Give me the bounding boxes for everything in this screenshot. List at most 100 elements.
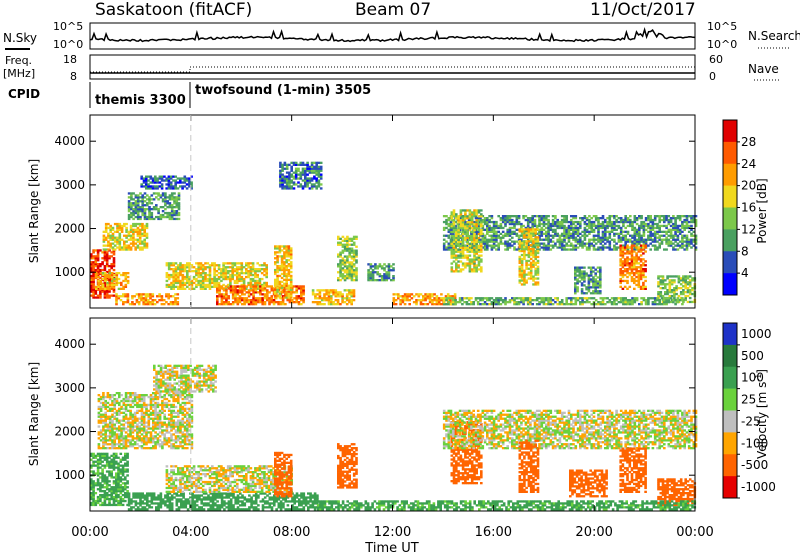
power-cell <box>669 228 673 231</box>
power-cell <box>174 297 177 300</box>
power-cell <box>565 248 568 251</box>
power-cell <box>468 258 472 261</box>
power-cell <box>549 297 553 300</box>
power-cell <box>449 232 453 235</box>
power-cell <box>350 271 354 274</box>
power-cell <box>316 297 319 300</box>
power-cell <box>179 262 182 265</box>
power-cell <box>457 254 460 257</box>
power-cell <box>140 183 143 186</box>
power-cell <box>520 240 523 243</box>
power-cell <box>111 248 115 251</box>
power-cell <box>480 270 483 273</box>
power-cell <box>137 297 141 300</box>
power-cell <box>144 303 148 306</box>
power-cell <box>626 299 630 302</box>
power-cell <box>168 206 172 209</box>
power-cell <box>517 238 521 241</box>
power-cell <box>289 265 293 268</box>
power-cell <box>127 234 131 237</box>
power-cell <box>458 215 462 218</box>
power-cell <box>234 289 237 292</box>
power-cell <box>599 242 603 245</box>
power-cell <box>281 299 285 302</box>
power-cell <box>621 250 625 253</box>
power-cell <box>488 234 491 237</box>
power-cell <box>657 294 660 298</box>
power-cell <box>621 279 625 283</box>
power-cell <box>520 230 524 233</box>
power-cell <box>435 303 439 306</box>
power-cell <box>466 227 469 230</box>
power-cell <box>165 283 169 287</box>
power-cell <box>685 236 689 239</box>
power-cell <box>667 244 671 247</box>
power-cell <box>679 277 683 280</box>
power-cell <box>508 242 512 245</box>
power-cell <box>599 222 603 226</box>
power-cell <box>160 299 164 302</box>
power-cell <box>285 179 289 182</box>
freq-left-tick-top: 18 <box>63 53 77 66</box>
power-cell <box>288 181 291 184</box>
power-cell <box>249 262 253 265</box>
power-cell <box>445 218 448 222</box>
power-cell <box>490 301 494 304</box>
power-cell <box>134 246 137 249</box>
power-cell <box>518 281 522 284</box>
power-cell <box>231 289 235 292</box>
power-cell <box>692 215 696 218</box>
power-cell <box>479 297 482 300</box>
power-cell <box>251 268 255 271</box>
power-cell <box>536 283 540 286</box>
power-cell <box>355 277 358 280</box>
power-cell <box>676 224 680 228</box>
power-cell <box>172 272 175 275</box>
power-cell <box>501 242 505 245</box>
power-cell <box>245 285 249 288</box>
power-cell <box>560 244 564 247</box>
power-cell <box>683 234 686 237</box>
power-cell <box>631 220 634 224</box>
power-cell <box>596 292 600 295</box>
power-cell <box>656 222 659 226</box>
power-cell <box>276 261 279 264</box>
power-cell <box>101 283 105 287</box>
power-cell <box>672 242 675 245</box>
power-cell <box>623 264 627 267</box>
power-cell <box>499 240 503 243</box>
power-cell <box>637 285 641 288</box>
power-cell <box>220 272 223 275</box>
power-cell <box>220 273 223 277</box>
power-cell <box>266 297 269 300</box>
power-cell <box>376 279 379 282</box>
power-cell <box>348 269 351 272</box>
power-cell <box>195 262 198 265</box>
power-cell <box>289 278 293 281</box>
power-cell <box>341 277 345 280</box>
power-cell <box>220 285 224 288</box>
power-cell <box>585 299 589 302</box>
power-cell <box>186 285 189 288</box>
power-cell <box>233 273 237 277</box>
power-cell <box>109 244 112 247</box>
power-cell <box>644 238 648 241</box>
power-cell <box>278 284 282 287</box>
power-cell <box>515 228 519 231</box>
power-cell <box>574 276 577 279</box>
power-cell <box>676 215 680 218</box>
power-cell <box>637 256 641 259</box>
power-cell <box>527 255 531 259</box>
power-cell <box>461 221 465 224</box>
power-cell <box>442 215 446 218</box>
power-cell <box>574 286 577 289</box>
power-cell <box>431 301 434 304</box>
power-cell <box>263 264 266 267</box>
power-cell <box>116 238 119 241</box>
power-cell <box>533 215 537 218</box>
power-cell <box>124 272 128 275</box>
power-cell <box>177 285 180 288</box>
power-cell <box>314 295 317 298</box>
power-cell <box>576 286 579 289</box>
